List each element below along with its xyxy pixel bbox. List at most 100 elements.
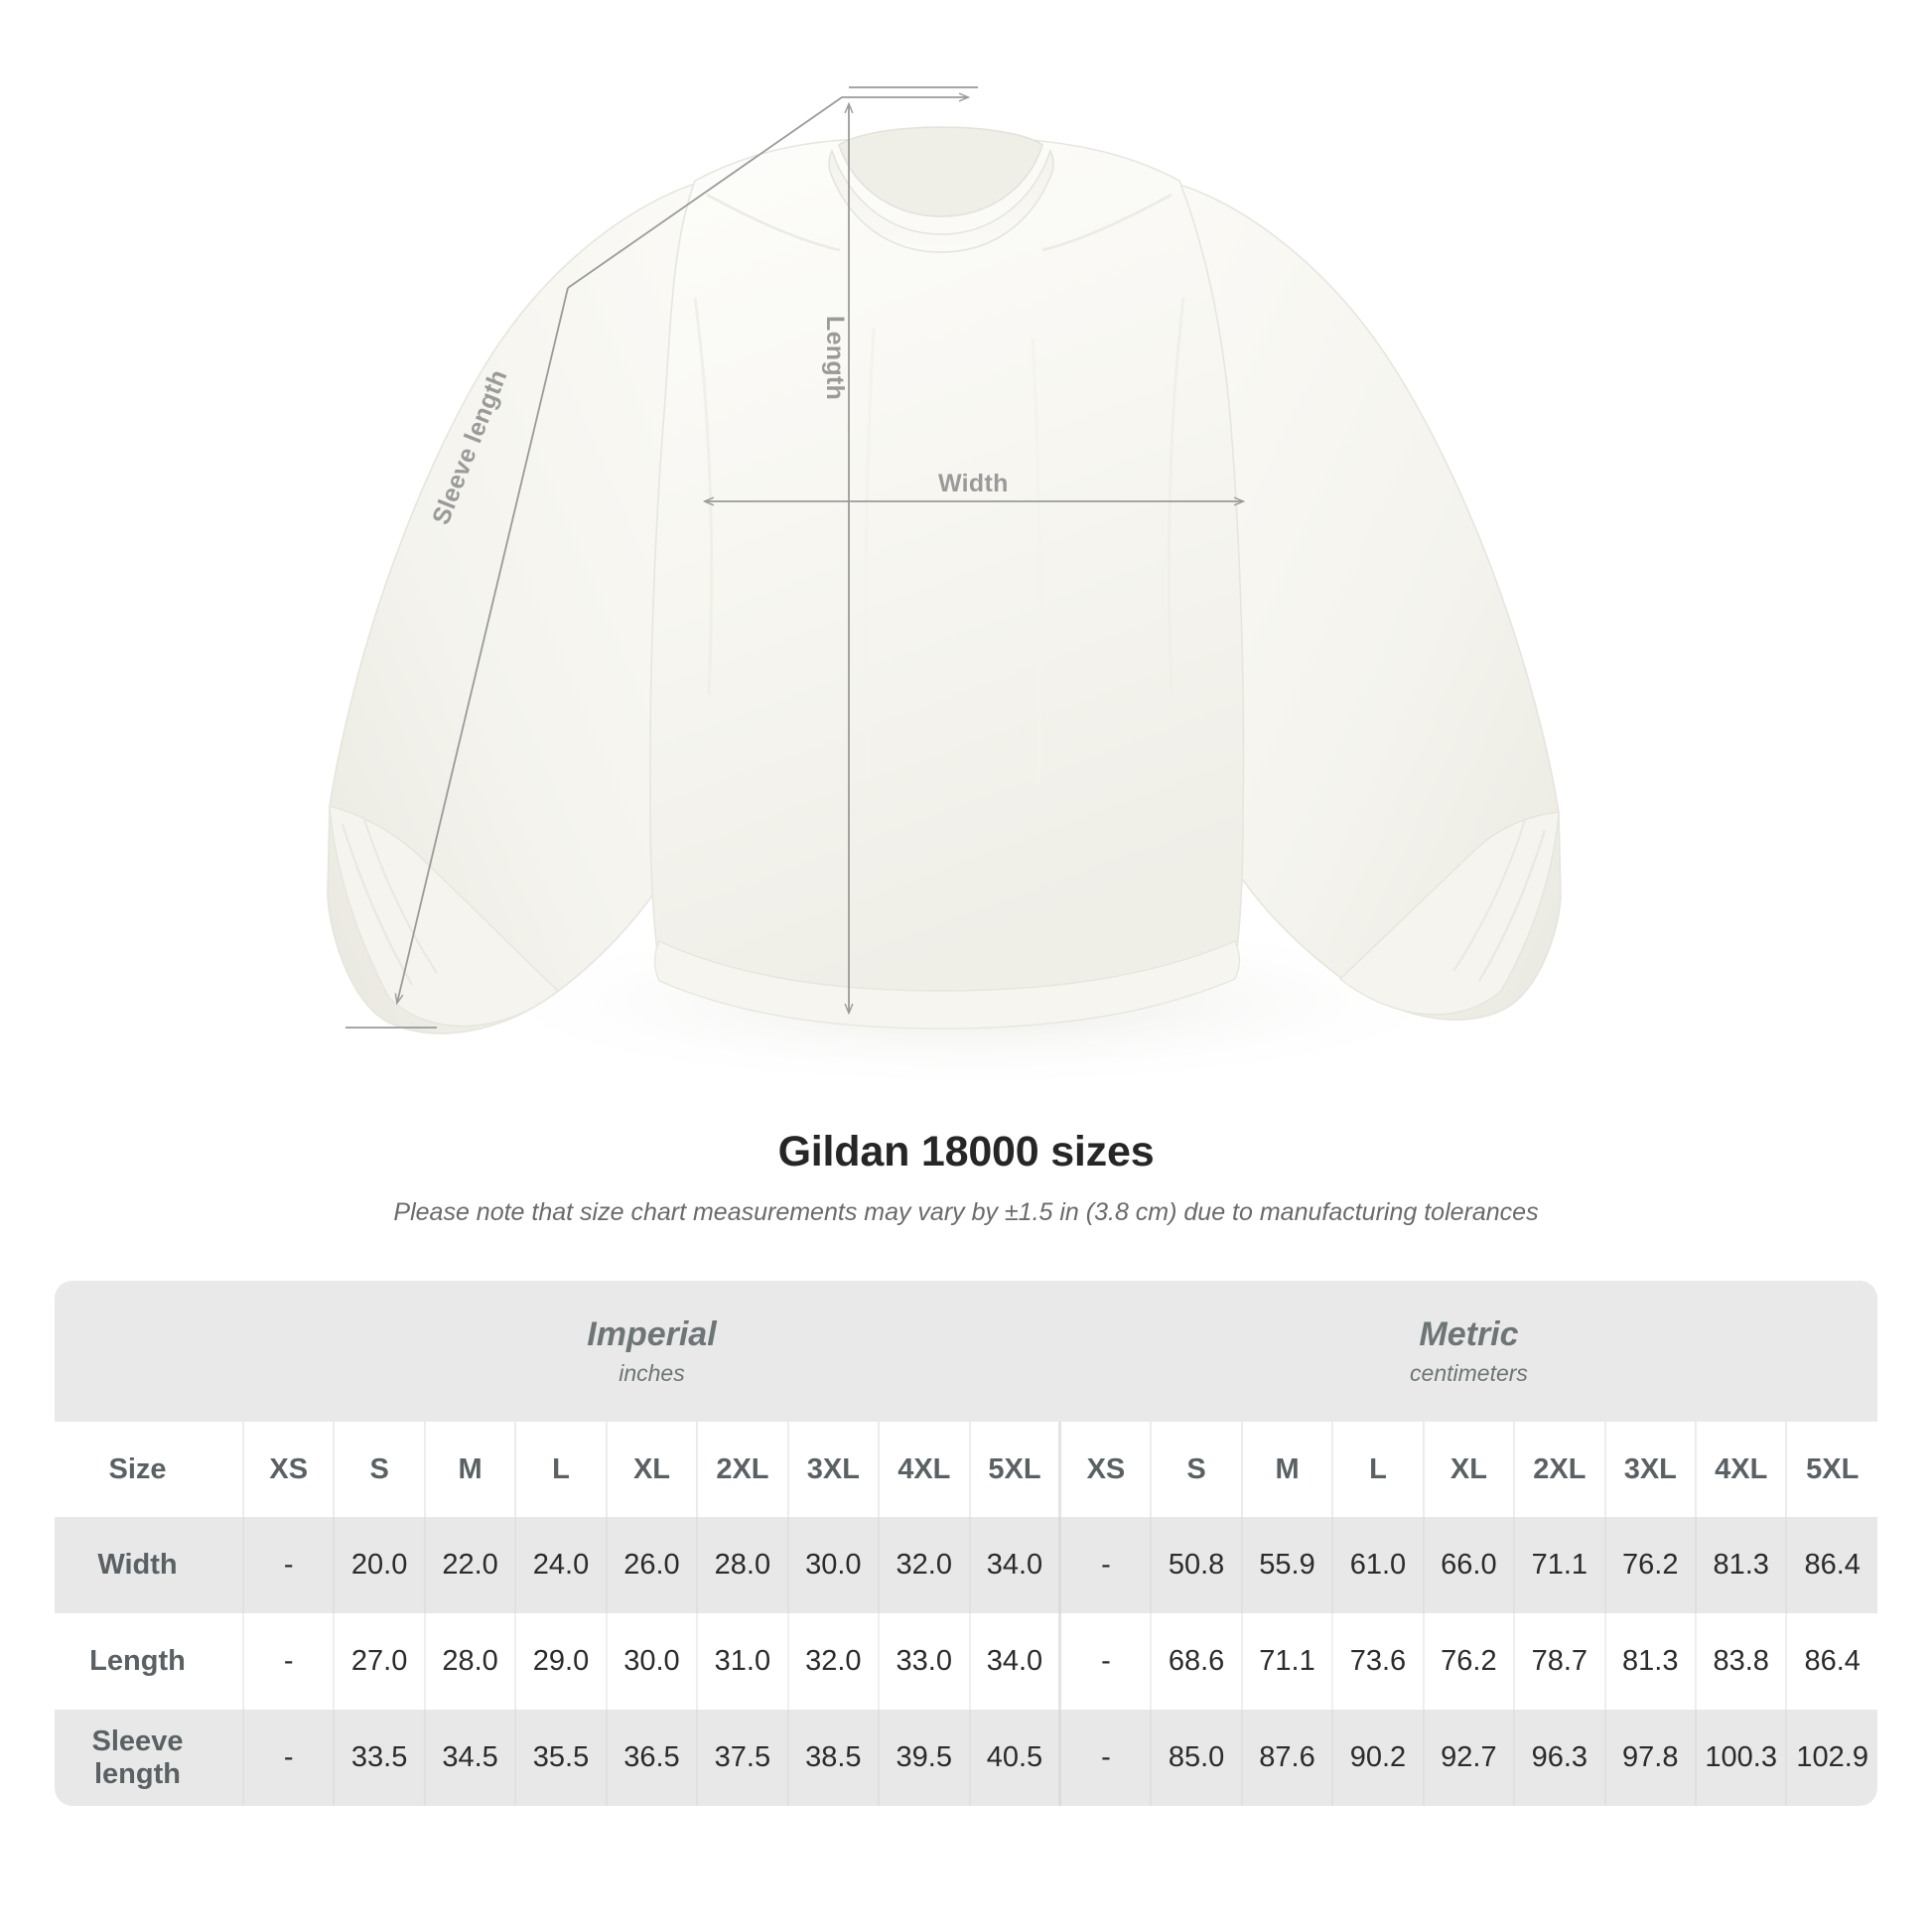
right-shoulder-seam — [1041, 193, 1173, 252]
size-header-row: Size XS S M L XL 2XL 3XL 4XL 5XL XS S M L XL 2XL 3XL 4XL 5… — [55, 1422, 1877, 1517]
unit-row-spacer — [55, 1281, 243, 1422]
table-cell: 35.5 — [514, 1710, 607, 1806]
table-cell: 85.0 — [1150, 1710, 1242, 1806]
table-cell: 71.1 — [1513, 1517, 1605, 1613]
size-header-cell: 2XL — [696, 1422, 788, 1517]
table-cell: 76.2 — [1422, 1613, 1515, 1710]
page-title: Gildan 18000 sizes — [777, 1128, 1155, 1175]
left-cuff — [329, 805, 560, 1028]
tolerance-note: Please note that size chart measurements… — [393, 1198, 1539, 1226]
table-cell: 28.0 — [423, 1613, 516, 1710]
table-cell: 78.7 — [1513, 1613, 1605, 1710]
size-header-cell: S — [333, 1422, 425, 1517]
size-header-cell: L — [1331, 1422, 1424, 1517]
unit-subtitle: inches — [619, 1359, 685, 1386]
garment-body — [649, 137, 1245, 1016]
table-row: Width -20.0 22.0 24.0 26.0 28.0 30.0 32.0 34.0-5… — [55, 1517, 1877, 1613]
table-cell: 24.0 — [514, 1517, 607, 1613]
table-cell: 34.5 — [423, 1710, 516, 1806]
table-cell: 86.4 — [1785, 1613, 1877, 1710]
size-header-cell: 3XL — [1603, 1422, 1696, 1517]
table-cell: 55.9 — [1240, 1517, 1333, 1613]
width-label: Width — [938, 470, 1009, 497]
table-row: Length -27.0 28.0 29.0 30.0 31.0 32.0 33.0 34.0-… — [55, 1613, 1877, 1710]
unit-group-imperial: Imperial inches — [243, 1281, 1060, 1422]
length-measure — [849, 86, 978, 1013]
sweatshirt-illustration — [327, 86, 1562, 1092]
table-cell: 39.5 — [878, 1710, 970, 1806]
unit-name: Imperial — [587, 1315, 717, 1354]
bottom-hem — [653, 940, 1241, 1030]
table-cell: 37.5 — [696, 1710, 788, 1806]
table-cell: 76.2 — [1603, 1517, 1696, 1613]
size-header-cell: 5XL — [1785, 1422, 1877, 1517]
table-cell: 97.8 — [1603, 1710, 1696, 1806]
title-block: Gildan 18000 sizes Please note that size… — [0, 1128, 1932, 1227]
table-cell: 81.3 — [1603, 1613, 1696, 1710]
table-cell: 22.0 — [423, 1517, 516, 1613]
table-cell: - — [1058, 1613, 1152, 1710]
length-label: Length — [821, 316, 849, 401]
table-cell: 102.9 — [1785, 1710, 1877, 1806]
size-table-container: Imperial inches Metric centimeters Size XS S M L… — [55, 1281, 1877, 1806]
table-cell: 71.1 — [1240, 1613, 1333, 1710]
table-cell: 20.0 — [333, 1517, 425, 1613]
table-cell: 29.0 — [514, 1613, 607, 1710]
sleeve-length-measure — [345, 97, 968, 1029]
table-cell: 100.3 — [1694, 1710, 1787, 1806]
table-cell: 34.0 — [968, 1613, 1060, 1710]
table-cell: 38.5 — [786, 1710, 880, 1806]
table-cell: 32.0 — [786, 1613, 880, 1710]
left-shoulder-seam — [706, 193, 841, 252]
table-cell: 81.3 — [1694, 1517, 1787, 1613]
size-header-cell: XL — [605, 1422, 698, 1517]
table-cell: 66.0 — [1422, 1517, 1515, 1613]
row-label-length: Length — [55, 1613, 243, 1710]
size-header-cell: 2XL — [1513, 1422, 1605, 1517]
size-header-cell: 5XL — [968, 1422, 1060, 1517]
table-cell: 30.0 — [786, 1517, 880, 1613]
unit-header-row: Imperial inches Metric centimeters — [55, 1281, 1877, 1422]
row-label-sleeve-length: Sleeve length — [55, 1710, 243, 1806]
table-cell: - — [1058, 1710, 1152, 1806]
table-cell: 32.0 — [878, 1517, 970, 1613]
size-header-cell: 4XL — [1694, 1422, 1787, 1517]
table-cell: 31.0 — [696, 1613, 788, 1710]
table-cell: 68.6 — [1150, 1613, 1242, 1710]
unit-subtitle: centimeters — [1410, 1359, 1528, 1386]
unit-group-metric: Metric centimeters — [1059, 1281, 1877, 1422]
garment-diagram: Length Width Sleeve length — [327, 86, 1562, 1092]
table-cell: - — [241, 1613, 335, 1710]
size-header-cell: L — [514, 1422, 607, 1517]
table-cell: 28.0 — [696, 1517, 788, 1613]
size-header-cell: S — [1150, 1422, 1242, 1517]
size-table: Imperial inches Metric centimeters Size XS S M L… — [55, 1281, 1877, 1806]
table-cell: 73.6 — [1331, 1613, 1424, 1710]
table-cell: 61.0 — [1331, 1517, 1424, 1613]
table-cell: 86.4 — [1785, 1517, 1877, 1613]
table-cell: 92.7 — [1422, 1710, 1515, 1806]
table-cell: 40.5 — [968, 1710, 1060, 1806]
table-cell: 90.2 — [1331, 1710, 1424, 1806]
neckline-opening — [838, 126, 1043, 217]
table-cell: 26.0 — [605, 1517, 698, 1613]
table-cell: 30.0 — [605, 1613, 698, 1710]
size-header-cell: M — [1240, 1422, 1333, 1517]
row-header-size: Size — [55, 1422, 243, 1517]
table-cell: 27.0 — [333, 1613, 425, 1710]
table-cell: 50.8 — [1150, 1517, 1242, 1613]
row-label-width: Width — [55, 1517, 243, 1613]
table-cell: 36.5 — [605, 1710, 698, 1806]
table-cell: 96.3 — [1513, 1710, 1605, 1806]
unit-name: Metric — [1419, 1315, 1519, 1354]
size-header-cell: XS — [1058, 1422, 1152, 1517]
table-cell: 83.8 — [1694, 1613, 1787, 1710]
table-cell: 87.6 — [1240, 1710, 1333, 1806]
right-cuff — [1338, 811, 1560, 1016]
table-cell: - — [1058, 1517, 1152, 1613]
size-header-cell: XS — [241, 1422, 335, 1517]
size-header-cell: XL — [1422, 1422, 1515, 1517]
size-header-cell: 3XL — [786, 1422, 880, 1517]
table-cell: - — [241, 1710, 335, 1806]
